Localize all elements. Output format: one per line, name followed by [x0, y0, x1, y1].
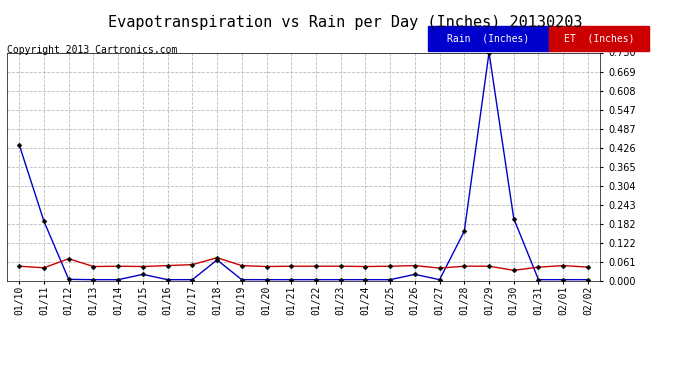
Bar — [428, 26, 549, 51]
Text: Rain  (Inches): Rain (Inches) — [447, 33, 530, 44]
Text: ET  (Inches): ET (Inches) — [564, 33, 634, 44]
Bar — [549, 26, 649, 51]
Text: Copyright 2013 Cartronics.com: Copyright 2013 Cartronics.com — [7, 45, 177, 55]
Text: Evapotranspiration vs Rain per Day (Inches) 20130203: Evapotranspiration vs Rain per Day (Inch… — [108, 15, 582, 30]
